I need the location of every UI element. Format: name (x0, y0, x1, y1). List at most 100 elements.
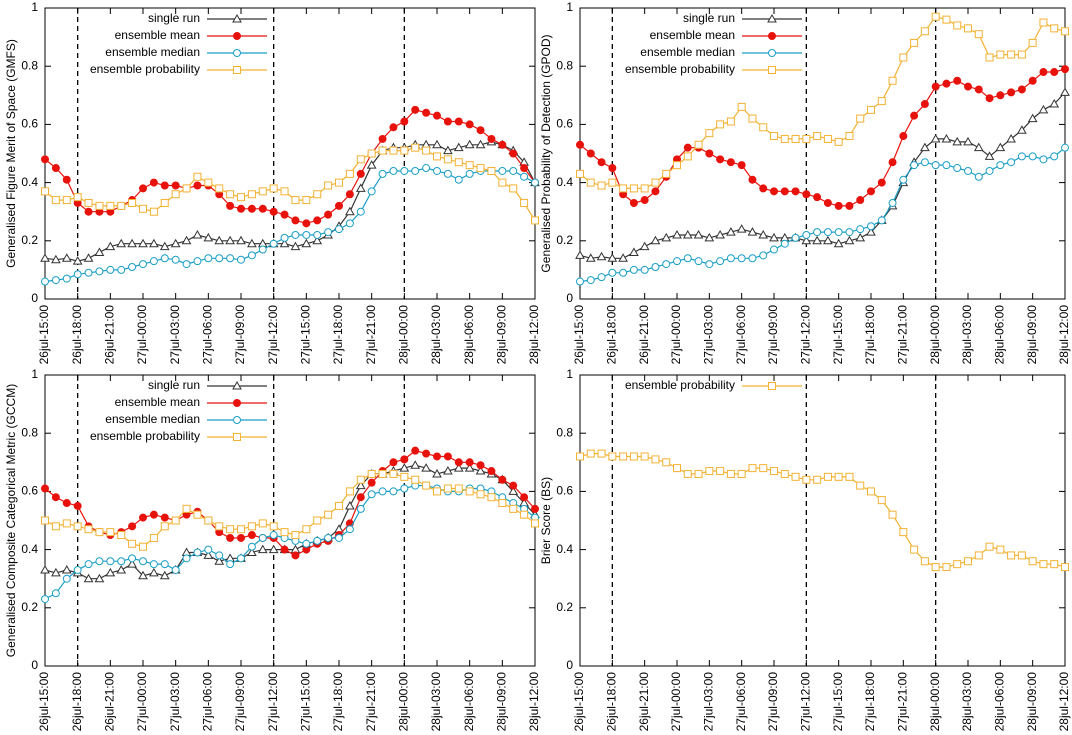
marker (237, 525, 245, 534)
panel: 0 0.2 0.4 0.6 0.8 1 26jul-15:00 26jul-18:00 26ju… (4, 0, 541, 364)
marker (465, 487, 474, 496)
marker (780, 187, 789, 196)
marker (984, 151, 995, 160)
marker (236, 235, 246, 245)
legend-label: ensemble probability (90, 429, 200, 443)
marker (586, 149, 595, 158)
marker (258, 245, 267, 254)
y-axis-label: Generalised Composite Categorical Metric… (4, 384, 18, 657)
marker (378, 169, 387, 178)
marker (748, 175, 757, 184)
marker (963, 136, 973, 146)
marker (823, 198, 832, 207)
x-tick-label: 28jul-06:00 (993, 305, 1007, 365)
marker (454, 158, 463, 167)
marker (673, 464, 681, 473)
marker (193, 172, 202, 181)
marker (662, 169, 671, 178)
marker (356, 475, 365, 484)
x-tick-label: 27jul-15:00 (299, 672, 313, 732)
marker (1028, 76, 1037, 85)
marker (258, 533, 267, 542)
marker (302, 539, 311, 548)
marker (768, 32, 776, 40)
marker (95, 557, 104, 566)
marker (422, 164, 431, 173)
marker (225, 235, 235, 245)
marker (726, 227, 736, 236)
marker (704, 232, 715, 242)
marker (237, 533, 245, 542)
marker (1050, 560, 1059, 569)
marker (73, 193, 82, 202)
marker (509, 504, 518, 513)
marker (51, 276, 60, 285)
marker (335, 533, 343, 542)
marker (247, 190, 256, 199)
marker (335, 178, 343, 187)
marker (138, 570, 148, 580)
marker (51, 567, 61, 577)
marker (422, 146, 431, 155)
marker (345, 169, 354, 178)
x-tick-label: 27jul-15:00 (831, 305, 845, 365)
marker (845, 201, 854, 210)
marker (520, 510, 529, 519)
x-tick-label: 27jul-18:00 (331, 672, 345, 732)
y-tick-label: 1 (31, 0, 38, 14)
series-line (44, 147, 536, 221)
marker (705, 467, 714, 476)
marker (629, 265, 638, 274)
x-tick-label: 27jul-18:00 (863, 672, 877, 732)
legend-label: ensemble mean (115, 395, 200, 409)
marker (106, 557, 115, 566)
marker (942, 563, 951, 572)
marker (411, 475, 420, 484)
marker (716, 257, 725, 266)
marker (171, 516, 180, 525)
x-tick-label: 26jul-15:00 (572, 305, 586, 365)
marker (51, 493, 60, 502)
marker (834, 137, 843, 146)
marker (117, 557, 126, 566)
marker (443, 484, 452, 493)
x-tick-label: 28jul-00:00 (397, 305, 411, 365)
marker (662, 260, 671, 269)
marker (705, 129, 714, 138)
marker (454, 458, 463, 467)
marker (1038, 104, 1049, 114)
marker (942, 15, 951, 24)
marker (182, 504, 191, 513)
x-tick-label: 28jul-03:00 (429, 305, 443, 365)
marker (1007, 551, 1016, 560)
marker (768, 49, 776, 57)
marker (149, 238, 159, 248)
marker (345, 206, 355, 216)
marker (247, 547, 257, 557)
marker (996, 545, 1005, 554)
marker (257, 544, 268, 554)
marker (84, 198, 93, 207)
marker (952, 136, 963, 146)
marker (877, 178, 886, 187)
marker (215, 184, 224, 193)
y-tick-label: 0.2 (556, 233, 573, 247)
x-tick-label: 26jul-15:00 (572, 672, 586, 732)
y-tick-label: 0.2 (556, 600, 573, 614)
marker (942, 161, 951, 170)
marker (367, 478, 376, 487)
marker (454, 484, 463, 493)
marker (83, 573, 94, 583)
marker (367, 187, 376, 196)
series-line (579, 91, 1066, 259)
marker (51, 254, 61, 264)
marker (683, 469, 692, 478)
marker (608, 452, 617, 461)
marker (237, 554, 245, 563)
y-tick-label: 0 (31, 658, 38, 672)
marker (51, 589, 60, 598)
x-tick-label: 28jul-00:00 (928, 672, 942, 732)
marker (105, 567, 116, 577)
marker (629, 247, 639, 256)
marker (312, 235, 323, 245)
